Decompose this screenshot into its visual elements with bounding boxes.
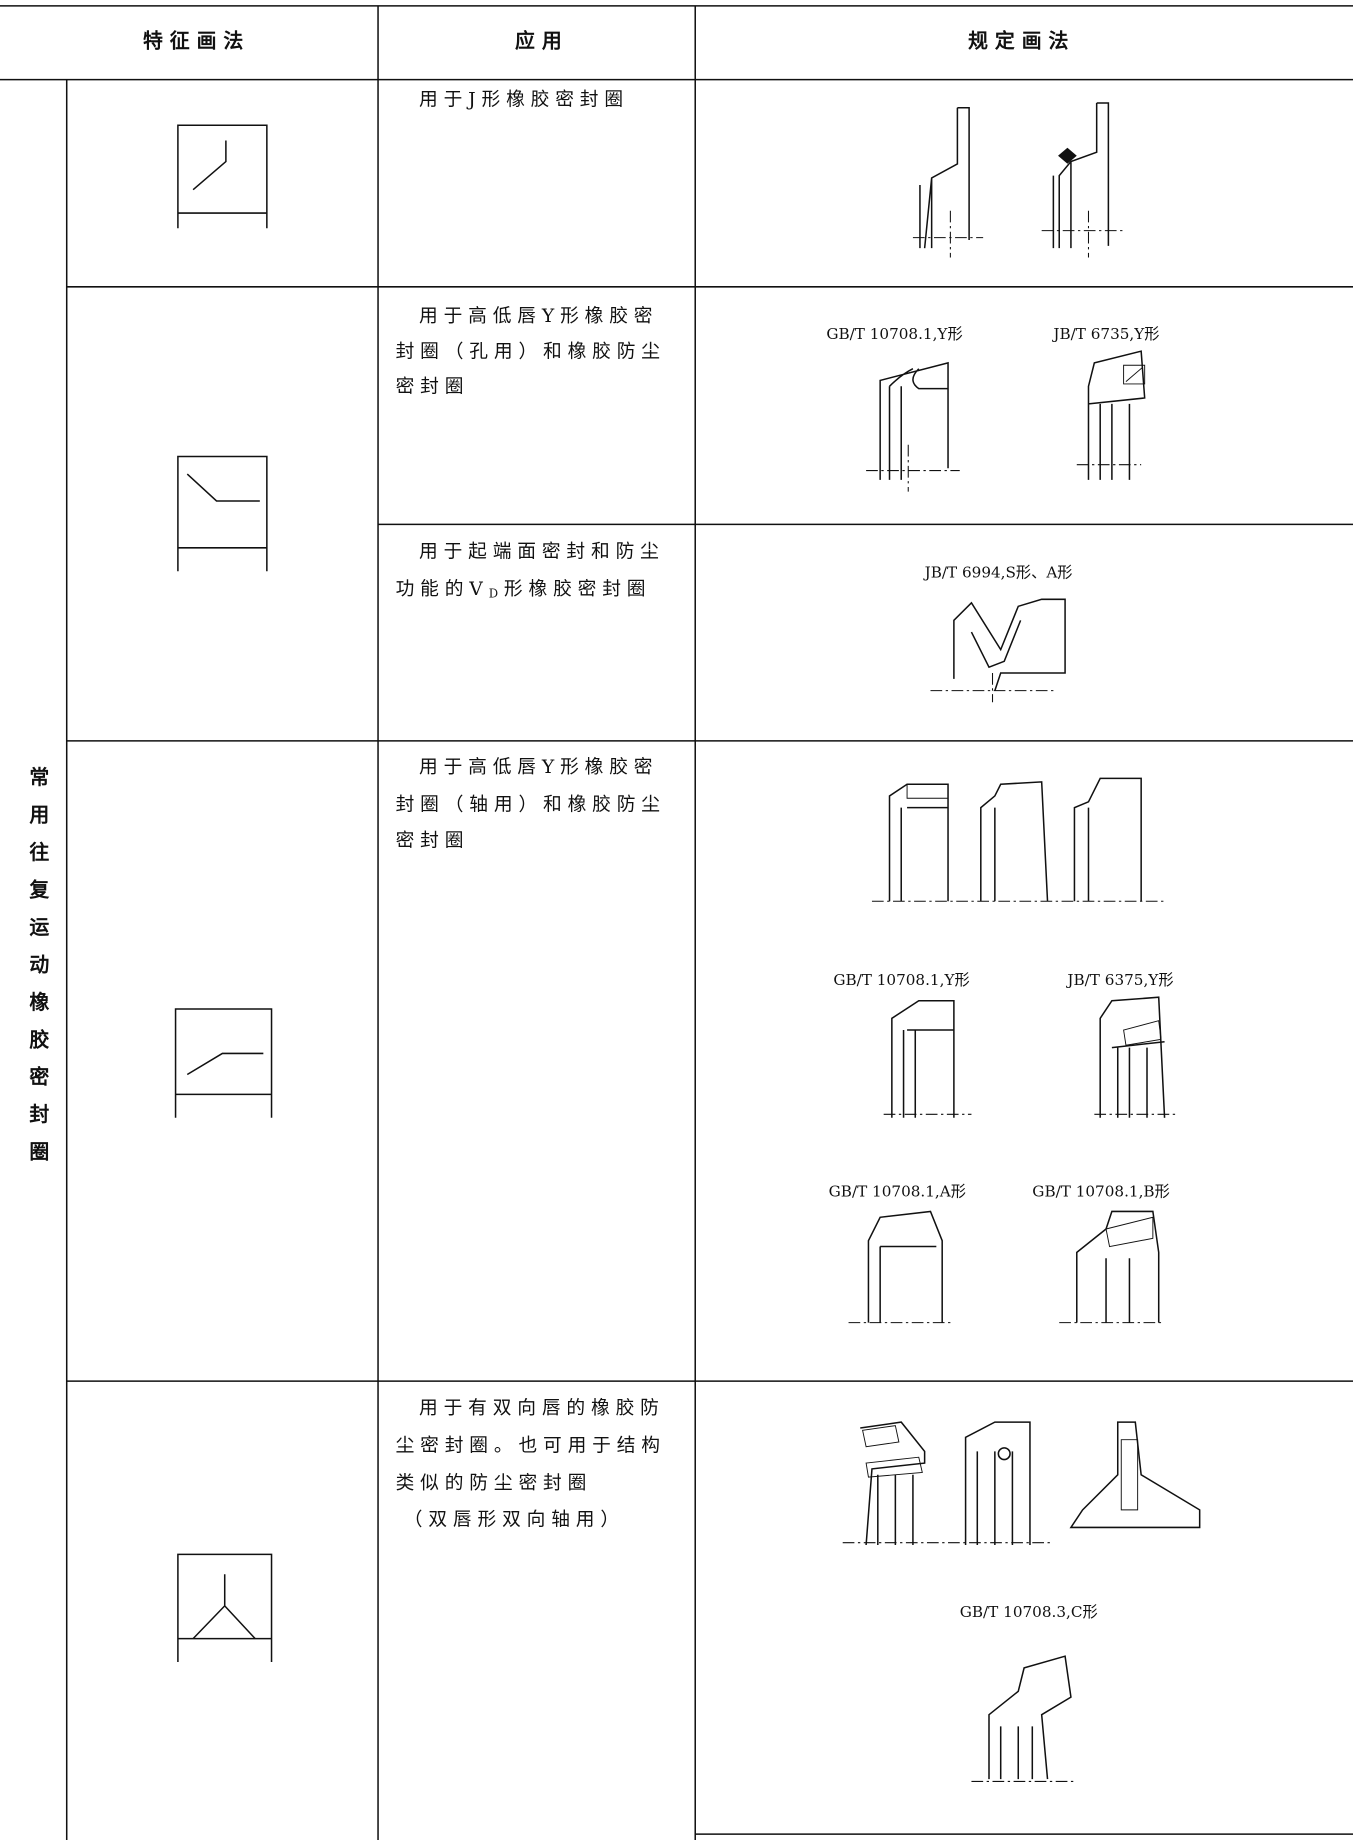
application-text: 用于高低唇Y形橡胶密 — [419, 757, 658, 778]
application-text: 类似的防尘密封圈 — [396, 1473, 593, 1494]
seal-drawing — [866, 350, 1146, 492]
seal-drawing — [883, 996, 1177, 1118]
header-cell: 特 征 画 法 — [143, 29, 243, 53]
symbol — [174, 1008, 273, 1118]
category-label: 常用往复运动橡胶密封圈 — [26, 766, 50, 1178]
header-cell: 规 定 画 法 — [968, 29, 1068, 53]
drawing-label: JB/T 6994,S形、A形 — [923, 564, 1073, 582]
seal-drawing — [848, 1210, 1165, 1324]
symbol — [177, 1553, 273, 1663]
drawing-label: GB/T 10708.1,A形 — [829, 1183, 966, 1201]
text-part: 功能的V — [396, 579, 489, 600]
application-text: 封圈（轴用）和橡胶防尘 — [396, 794, 666, 815]
subscript: D — [489, 587, 504, 601]
text-part: 形橡胶密封圈 — [504, 579, 651, 600]
symbol — [177, 455, 268, 572]
drawing-label: JB/T 6735,Y形 — [1051, 325, 1159, 343]
seal-drawing — [842, 1421, 1201, 1546]
application-text: 用于高低唇Y形橡胶密 — [419, 306, 658, 327]
drawing-label: JB/T 6375,Y形 — [1065, 971, 1173, 989]
application-text: 功能的VD形橡胶密封圈 — [396, 579, 652, 601]
application-text: 用于有双向唇的橡胶防 — [419, 1398, 665, 1419]
application-text: 密封圈 — [396, 831, 470, 852]
symbol — [177, 124, 268, 229]
seal-drawing — [971, 1655, 1077, 1782]
application-text: 用于起端面密封和防尘 — [419, 541, 665, 562]
drawing-label: GB/T 10708.1,Y形 — [833, 971, 969, 989]
application-text: 尘密封圈。也可用于结构 — [396, 1436, 666, 1457]
header-cell: 应 用 — [515, 29, 562, 53]
drawing-label: GB/T 10708.1,Y形 — [826, 325, 962, 343]
drawing-label: GB/T 10708.3,C形 — [960, 1603, 1098, 1621]
seal-drawing — [930, 598, 1066, 703]
seal-drawing — [871, 777, 1165, 902]
application-text: 密封圈 — [396, 376, 470, 397]
seal-drawing — [912, 102, 1124, 258]
application-text: （双唇形双向轴用） — [404, 1509, 625, 1530]
drawing-label: GB/T 10708.1,B形 — [1032, 1183, 1170, 1201]
table-lines — [0, 5, 1353, 1840]
application-text: 封圈（孔用）和橡胶防尘 — [396, 341, 666, 362]
application-text: 用于J形橡胶密封圈 — [419, 90, 629, 111]
